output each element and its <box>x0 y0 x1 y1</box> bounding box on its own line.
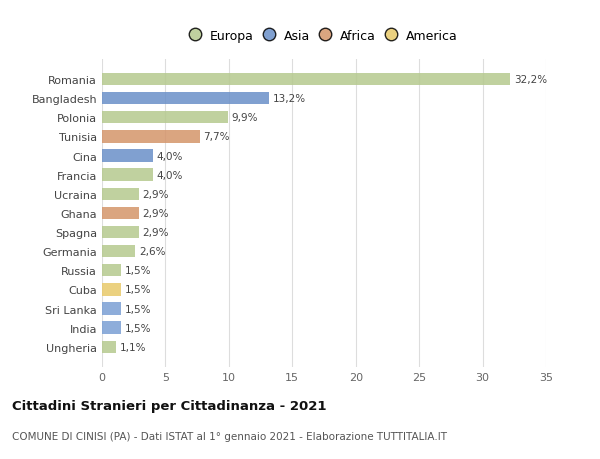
Bar <box>102 112 227 124</box>
Text: 1,5%: 1,5% <box>125 285 151 295</box>
Legend: Europa, Asia, Africa, America: Europa, Asia, Africa, America <box>187 26 461 46</box>
Text: 13,2%: 13,2% <box>273 94 307 104</box>
Bar <box>102 264 121 277</box>
Text: 1,5%: 1,5% <box>125 323 151 333</box>
Text: 2,9%: 2,9% <box>143 228 169 237</box>
Bar <box>102 322 121 334</box>
Bar <box>102 284 121 296</box>
Text: 2,9%: 2,9% <box>143 190 169 199</box>
Bar <box>102 131 200 143</box>
Bar <box>102 73 511 86</box>
Bar <box>102 93 269 105</box>
Bar <box>102 207 139 220</box>
Bar <box>102 226 139 239</box>
Text: 4,0%: 4,0% <box>157 151 183 161</box>
Text: COMUNE DI CINISI (PA) - Dati ISTAT al 1° gennaio 2021 - Elaborazione TUTTITALIA.: COMUNE DI CINISI (PA) - Dati ISTAT al 1°… <box>12 431 447 442</box>
Bar <box>102 246 135 258</box>
Text: 4,0%: 4,0% <box>157 170 183 180</box>
Text: 32,2%: 32,2% <box>514 75 547 85</box>
Bar <box>102 302 121 315</box>
Text: Cittadini Stranieri per Cittadinanza - 2021: Cittadini Stranieri per Cittadinanza - 2… <box>12 399 326 412</box>
Text: 1,5%: 1,5% <box>125 266 151 276</box>
Bar <box>102 341 116 353</box>
Text: 2,9%: 2,9% <box>143 208 169 218</box>
Text: 2,6%: 2,6% <box>139 246 165 257</box>
Bar <box>102 150 153 162</box>
Bar <box>102 169 153 181</box>
Bar <box>102 188 139 201</box>
Text: 7,7%: 7,7% <box>203 132 230 142</box>
Text: 9,9%: 9,9% <box>232 113 258 123</box>
Text: 1,1%: 1,1% <box>120 342 146 352</box>
Text: 1,5%: 1,5% <box>125 304 151 314</box>
